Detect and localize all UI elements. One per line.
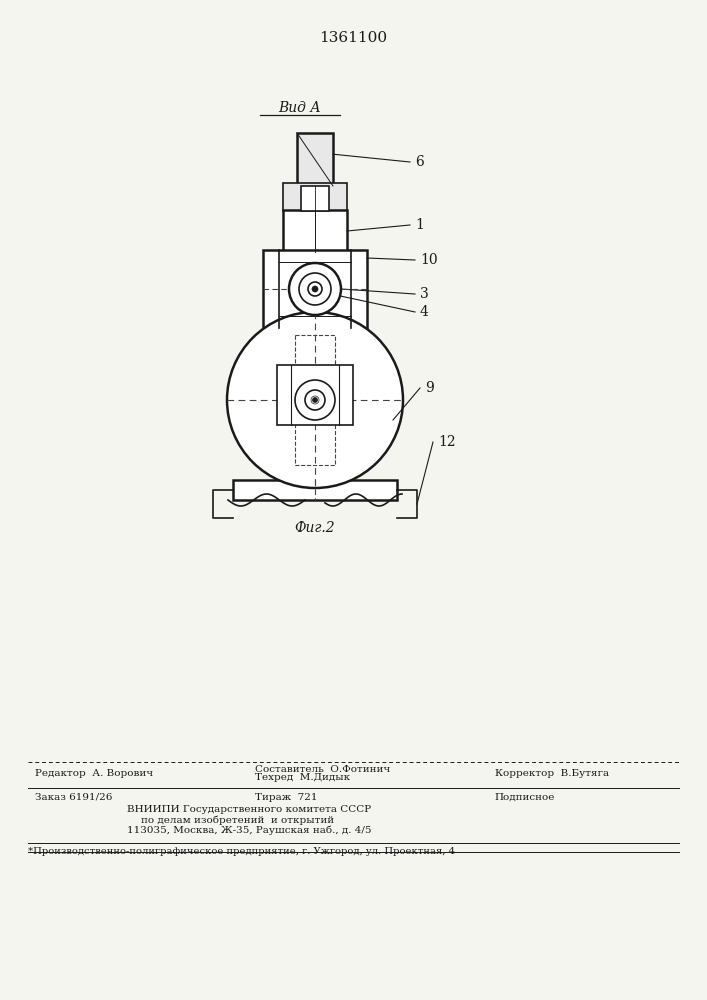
Text: Подписное: Подписное	[495, 792, 555, 802]
Bar	[263, 250, 367, 328]
Text: Корректор  В.Бутяга: Корректор В.Бутяга	[495, 770, 609, 778]
Circle shape	[312, 286, 318, 292]
Text: Фиг.2: Фиг.2	[295, 521, 335, 535]
Circle shape	[305, 390, 325, 410]
Text: 12: 12	[438, 435, 455, 449]
Circle shape	[299, 273, 331, 305]
Circle shape	[312, 397, 317, 402]
Text: по делам изобретений  и открытий: по делам изобретений и открытий	[141, 815, 334, 825]
Text: 113035, Москва, Ж-35, Раушская наб., д. 4/5: 113035, Москва, Ж-35, Раушская наб., д. …	[127, 825, 372, 835]
Text: Тираж  721: Тираж 721	[255, 792, 317, 802]
Bar	[277, 365, 353, 425]
Bar	[283, 183, 347, 211]
Text: *Производственно-полиграфическое предприятие, г. Ужгород, ул. Проектная, 4: *Производственно-полиграфическое предпри…	[28, 848, 455, 856]
Bar	[275, 328, 355, 340]
Circle shape	[311, 396, 319, 404]
Bar	[297, 133, 333, 186]
Circle shape	[227, 312, 403, 488]
Text: 10: 10	[420, 253, 438, 267]
Text: Составитель  О.Фотинич: Составитель О.Фотинич	[255, 764, 390, 774]
Circle shape	[295, 380, 335, 420]
Text: Заказ 6191/26: Заказ 6191/26	[35, 792, 112, 802]
Text: 1361100: 1361100	[320, 31, 387, 45]
Text: 4: 4	[420, 305, 429, 319]
Circle shape	[289, 263, 341, 315]
Text: 3: 3	[420, 287, 428, 301]
Text: 1: 1	[415, 218, 424, 232]
Bar	[283, 210, 347, 252]
Text: 9: 9	[425, 381, 434, 395]
Text: Вид А: Вид А	[279, 101, 322, 115]
Bar	[233, 480, 397, 500]
Text: ВНИИПИ Государственного комитета СССР: ВНИИПИ Государственного комитета СССР	[127, 806, 371, 814]
Text: Редактор  А. Ворович: Редактор А. Ворович	[35, 770, 153, 778]
Text: 6: 6	[415, 155, 423, 169]
Circle shape	[308, 282, 322, 296]
Text: Техред  М.Дидык: Техред М.Дидык	[255, 774, 350, 782]
Bar	[301, 186, 329, 211]
Bar	[295, 335, 335, 465]
